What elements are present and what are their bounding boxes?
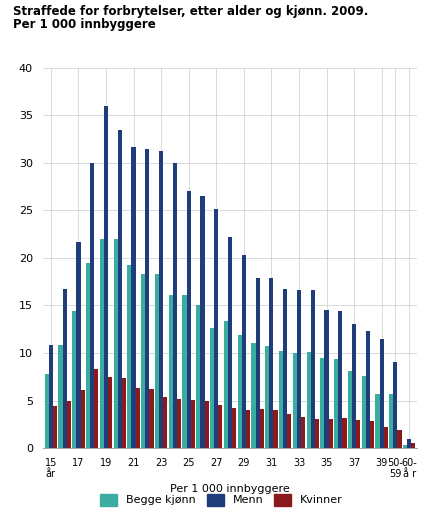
Bar xyxy=(150,389,153,448)
Bar xyxy=(145,148,150,448)
Bar xyxy=(283,289,287,448)
Bar xyxy=(407,439,411,448)
Bar xyxy=(76,242,81,448)
Bar xyxy=(118,130,122,448)
Bar xyxy=(411,443,415,448)
Bar xyxy=(214,209,218,448)
Bar xyxy=(311,290,315,448)
Bar xyxy=(260,409,264,448)
Bar xyxy=(328,418,333,448)
Bar xyxy=(58,345,63,448)
Bar xyxy=(218,405,222,448)
Bar xyxy=(191,400,195,448)
Bar xyxy=(389,394,393,448)
Bar xyxy=(104,106,108,448)
Text: Straffede for forbrytelser, etter alder og kjønn. 2009.: Straffede for forbrytelser, etter alder … xyxy=(13,5,368,18)
Bar xyxy=(242,255,246,448)
Bar xyxy=(210,328,214,448)
Bar xyxy=(301,417,305,448)
X-axis label: Per 1 000 innbyggere: Per 1 000 innbyggere xyxy=(170,484,290,494)
Bar xyxy=(228,237,232,448)
Bar xyxy=(375,394,380,448)
Bar xyxy=(122,378,126,448)
Bar xyxy=(348,371,352,448)
Bar xyxy=(238,335,242,448)
Bar xyxy=(315,418,319,448)
Bar xyxy=(325,310,328,448)
Bar xyxy=(155,274,159,448)
Bar xyxy=(132,146,135,448)
Legend: Begge kjønn, Menn, Kvinner: Begge kjønn, Menn, Kvinner xyxy=(96,489,347,510)
Bar xyxy=(90,163,94,448)
Bar xyxy=(269,278,273,448)
Bar xyxy=(182,295,187,448)
Bar xyxy=(204,401,209,448)
Bar xyxy=(320,358,325,448)
Bar xyxy=(293,353,297,448)
Bar xyxy=(246,410,250,448)
Bar xyxy=(108,377,112,448)
Bar xyxy=(370,421,374,448)
Bar xyxy=(352,324,356,448)
Bar xyxy=(287,414,291,448)
Bar xyxy=(72,311,76,448)
Bar xyxy=(94,369,98,448)
Bar xyxy=(224,320,228,448)
Bar xyxy=(63,289,67,448)
Bar xyxy=(187,191,191,448)
Bar xyxy=(86,263,90,448)
Bar xyxy=(67,402,71,448)
Bar xyxy=(127,265,132,448)
Bar xyxy=(251,343,256,448)
Bar xyxy=(338,311,343,448)
Bar xyxy=(279,351,283,448)
Bar xyxy=(196,305,200,448)
Bar xyxy=(177,399,181,448)
Bar xyxy=(100,239,104,448)
Bar xyxy=(135,388,140,448)
Text: Per 1 000 innbyggere: Per 1 000 innbyggere xyxy=(13,18,155,31)
Bar xyxy=(232,408,236,448)
Bar xyxy=(356,419,360,448)
Bar xyxy=(334,358,338,448)
Bar xyxy=(159,152,163,448)
Bar xyxy=(163,396,167,448)
Bar xyxy=(273,410,278,448)
Bar xyxy=(366,331,370,448)
Bar xyxy=(393,363,397,448)
Bar xyxy=(343,418,346,448)
Bar xyxy=(53,406,57,448)
Bar xyxy=(49,345,53,448)
Bar xyxy=(380,339,384,448)
Bar xyxy=(200,196,204,448)
Bar xyxy=(169,295,173,448)
Bar xyxy=(265,346,269,448)
Bar xyxy=(45,374,49,448)
Bar xyxy=(397,430,402,448)
Bar xyxy=(362,376,366,448)
Bar xyxy=(141,274,145,448)
Bar xyxy=(307,352,311,448)
Bar xyxy=(384,427,388,448)
Bar xyxy=(403,445,407,448)
Bar xyxy=(297,290,301,448)
Bar xyxy=(173,163,177,448)
Bar xyxy=(114,239,118,448)
Bar xyxy=(256,278,260,448)
Bar xyxy=(81,390,85,448)
